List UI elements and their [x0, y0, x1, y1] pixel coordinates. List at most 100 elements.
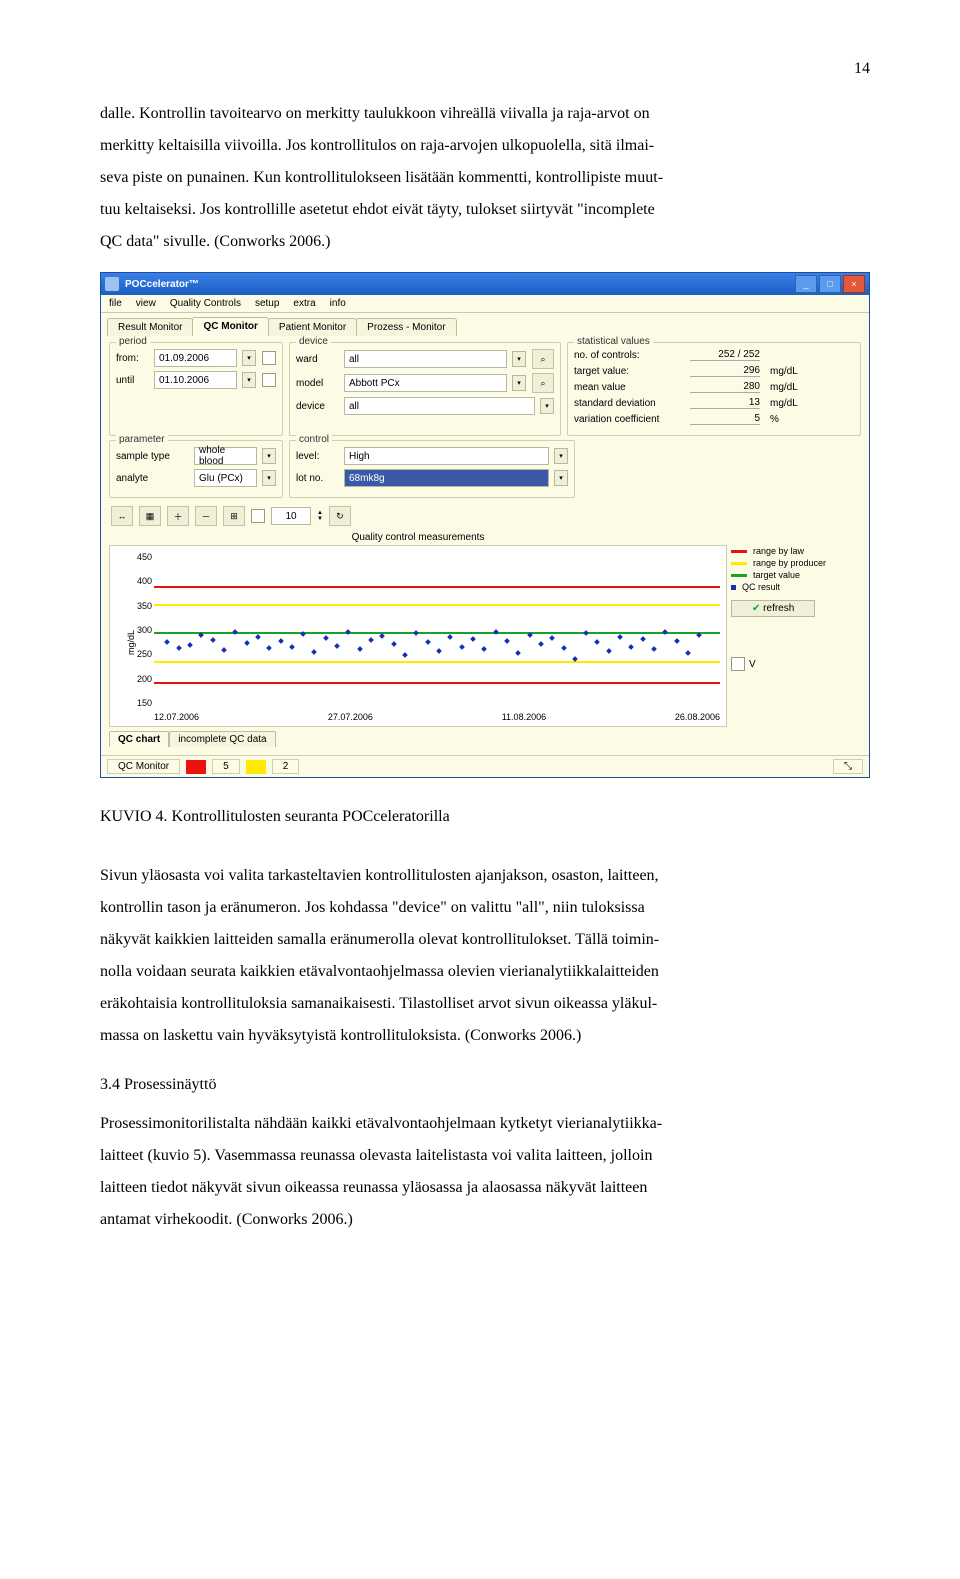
tool-grid-icon[interactable]: ⊞ — [223, 506, 245, 526]
level-dropdown[interactable]: ▾ — [554, 448, 568, 464]
sampletype-input[interactable]: whole blood — [194, 447, 257, 465]
menu-view[interactable]: view — [136, 298, 156, 309]
ward-input[interactable]: all — [344, 350, 507, 368]
model-lookup-icon[interactable]: ⌕ — [532, 373, 554, 393]
chart-legend: range by law range by producer target va… — [731, 546, 861, 592]
swatch-target — [731, 574, 747, 577]
until-label: until — [116, 375, 148, 386]
statusbar: QC Monitor 5 2 ⤡ — [101, 755, 869, 777]
qc-point — [470, 636, 476, 642]
titlebar[interactable]: POCcelerator™ _ □ × — [101, 273, 869, 295]
analyte-dropdown[interactable]: ▾ — [262, 470, 276, 486]
lot-dropdown[interactable]: ▾ — [554, 470, 568, 486]
until-dropdown[interactable]: ▾ — [242, 372, 256, 388]
v: all — [349, 401, 359, 412]
legend-prod: range by producer — [753, 558, 826, 568]
menubar: file view Quality Controls setup extra i… — [101, 295, 869, 313]
chart-ylabel: mg/dL — [126, 630, 136, 655]
level-input[interactable]: High — [344, 447, 549, 465]
t: Sivun yläosasta voi valita tarkasteltavi… — [100, 867, 659, 884]
status-red-count: 5 — [212, 759, 240, 774]
until-check[interactable] — [262, 373, 276, 387]
figure-caption: KUVIO 4. Kontrollitulosten seuranta POCc… — [100, 808, 870, 826]
refresh-label: refresh — [763, 603, 794, 614]
from-check[interactable] — [262, 351, 276, 365]
tool-zoom-icon[interactable]: ↔ — [111, 506, 133, 526]
period-legend: period — [116, 336, 150, 347]
maximize-button[interactable]: □ — [819, 275, 841, 293]
sampletype-dropdown[interactable]: ▾ — [262, 448, 276, 464]
parameter-group: parameter sample typewhole blood▾ analyt… — [109, 440, 283, 498]
subtab-incomplete[interactable]: incomplete QC data — [169, 731, 275, 747]
menu-info[interactable]: info — [330, 298, 346, 309]
menu-setup[interactable]: setup — [255, 298, 279, 309]
tool-chart-icon[interactable]: ▦ — [139, 506, 161, 526]
app-icon — [105, 277, 119, 291]
tool-count-input[interactable]: 10 — [271, 507, 311, 525]
ward-label: ward — [296, 354, 338, 365]
qc-point — [617, 634, 623, 640]
model-input[interactable]: Abbott PCx — [344, 374, 507, 392]
menu-extra[interactable]: extra — [293, 298, 315, 309]
v: 68mk8g — [349, 473, 385, 484]
swatch-law — [731, 550, 747, 553]
tab-patient-monitor[interactable]: Patient Monitor — [268, 318, 357, 336]
subtab-qc-chart[interactable]: QC chart — [109, 731, 169, 747]
ward-dropdown[interactable]: ▾ — [512, 351, 526, 367]
stat-unit: % — [766, 414, 814, 425]
lot-label: lot no. — [296, 473, 338, 484]
menu-qc[interactable]: Quality Controls — [170, 298, 241, 309]
qc-point — [357, 646, 363, 652]
qc-point — [595, 640, 601, 646]
device-dropdown[interactable]: ▾ — [540, 398, 554, 414]
qc-point — [266, 645, 272, 651]
model-dropdown[interactable]: ▾ — [512, 375, 526, 391]
menu-file[interactable]: file — [109, 298, 122, 309]
stat-value: 296 — [690, 365, 760, 377]
refresh-button[interactable]: ✔ refresh — [731, 600, 815, 617]
stat-label: variation coefficient — [574, 414, 684, 425]
stat-unit: mg/dL — [766, 398, 814, 409]
tab-prozess-monitor[interactable]: Prozess - Monitor — [356, 318, 456, 336]
qc-point — [414, 630, 420, 636]
tab-result-monitor[interactable]: Result Monitor — [107, 318, 193, 336]
paragraph-1: dalle. Kontrollin tavoitearvo on merkitt… — [100, 98, 870, 258]
stat-value: 5 — [690, 413, 760, 425]
tool-zoomout-icon[interactable]: － — [195, 506, 217, 526]
tab-qc-monitor[interactable]: QC Monitor — [192, 317, 268, 336]
lot-input[interactable]: 68mk8g — [344, 469, 549, 487]
control-group: control level:High▾ lot no.68mk8g▾ — [289, 440, 575, 498]
stat-label: mean value — [574, 382, 684, 393]
device-input[interactable]: all — [344, 397, 535, 415]
close-button[interactable]: × — [843, 275, 865, 293]
tool-refresh-icon[interactable]: ↻ — [329, 506, 351, 526]
status-resize-grip[interactable]: ⤡ — [833, 759, 863, 774]
spinner-down[interactable]: ▼ — [317, 516, 323, 522]
from-input[interactable]: 01.09.2006 — [154, 349, 237, 367]
legend-qc: QC result — [742, 582, 780, 592]
device-legend: device — [296, 336, 331, 347]
ward-lookup-icon[interactable]: ⌕ — [532, 349, 554, 369]
stat-unit: mg/dL — [766, 366, 814, 377]
until-input[interactable]: 01.10.2006 — [154, 371, 237, 389]
period-group: period from: 01.09.2006▾ until 01.10.200… — [109, 342, 283, 436]
qc-point — [436, 648, 442, 654]
analyte-input[interactable]: Glu (PCx) — [194, 469, 257, 487]
chart-plot: mg/dL 12.07.200627.07.200611.08.200626.0… — [154, 552, 720, 708]
from-dropdown[interactable]: ▾ — [242, 350, 256, 366]
t: merkitty keltaisilla viivoilla. Jos kont… — [100, 137, 654, 154]
tool-check[interactable] — [251, 509, 265, 523]
tool-zoomin-icon[interactable]: ＋ — [167, 506, 189, 526]
qc-point — [244, 641, 250, 647]
level-label: level: — [296, 451, 338, 462]
qc-point — [176, 645, 182, 651]
stat-unit: mg/dL — [766, 382, 814, 393]
qc-point — [685, 650, 691, 656]
t: nolla voidaan seurata kaikkien etävalvon… — [100, 963, 659, 980]
v-flag[interactable]: V — [731, 657, 861, 671]
qc-point — [391, 642, 397, 648]
heading-3-4: 3.4 Prosessinäyttö — [100, 1076, 870, 1094]
minimize-button[interactable]: _ — [795, 275, 817, 293]
v: whole blood — [199, 445, 252, 467]
v: V — [749, 659, 756, 670]
